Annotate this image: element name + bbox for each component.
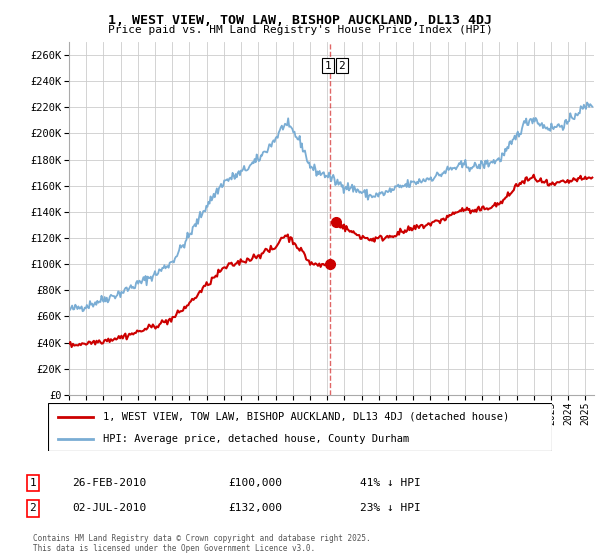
Text: Contains HM Land Registry data © Crown copyright and database right 2025.
This d: Contains HM Land Registry data © Crown c… (33, 534, 371, 553)
Text: £132,000: £132,000 (228, 503, 282, 514)
Text: 23% ↓ HPI: 23% ↓ HPI (360, 503, 421, 514)
Text: 1: 1 (325, 60, 331, 71)
FancyBboxPatch shape (48, 403, 552, 451)
Text: 1: 1 (29, 478, 37, 488)
Text: £100,000: £100,000 (228, 478, 282, 488)
Text: 2: 2 (338, 60, 345, 71)
Text: 1, WEST VIEW, TOW LAW, BISHOP AUCKLAND, DL13 4DJ (detached house): 1, WEST VIEW, TOW LAW, BISHOP AUCKLAND, … (103, 412, 509, 422)
Text: 41% ↓ HPI: 41% ↓ HPI (360, 478, 421, 488)
Text: 02-JUL-2010: 02-JUL-2010 (72, 503, 146, 514)
Text: HPI: Average price, detached house, County Durham: HPI: Average price, detached house, Coun… (103, 434, 410, 444)
Text: 2: 2 (29, 503, 37, 514)
Text: 1, WEST VIEW, TOW LAW, BISHOP AUCKLAND, DL13 4DJ: 1, WEST VIEW, TOW LAW, BISHOP AUCKLAND, … (108, 14, 492, 27)
Text: 26-FEB-2010: 26-FEB-2010 (72, 478, 146, 488)
Text: Price paid vs. HM Land Registry's House Price Index (HPI): Price paid vs. HM Land Registry's House … (107, 25, 493, 35)
